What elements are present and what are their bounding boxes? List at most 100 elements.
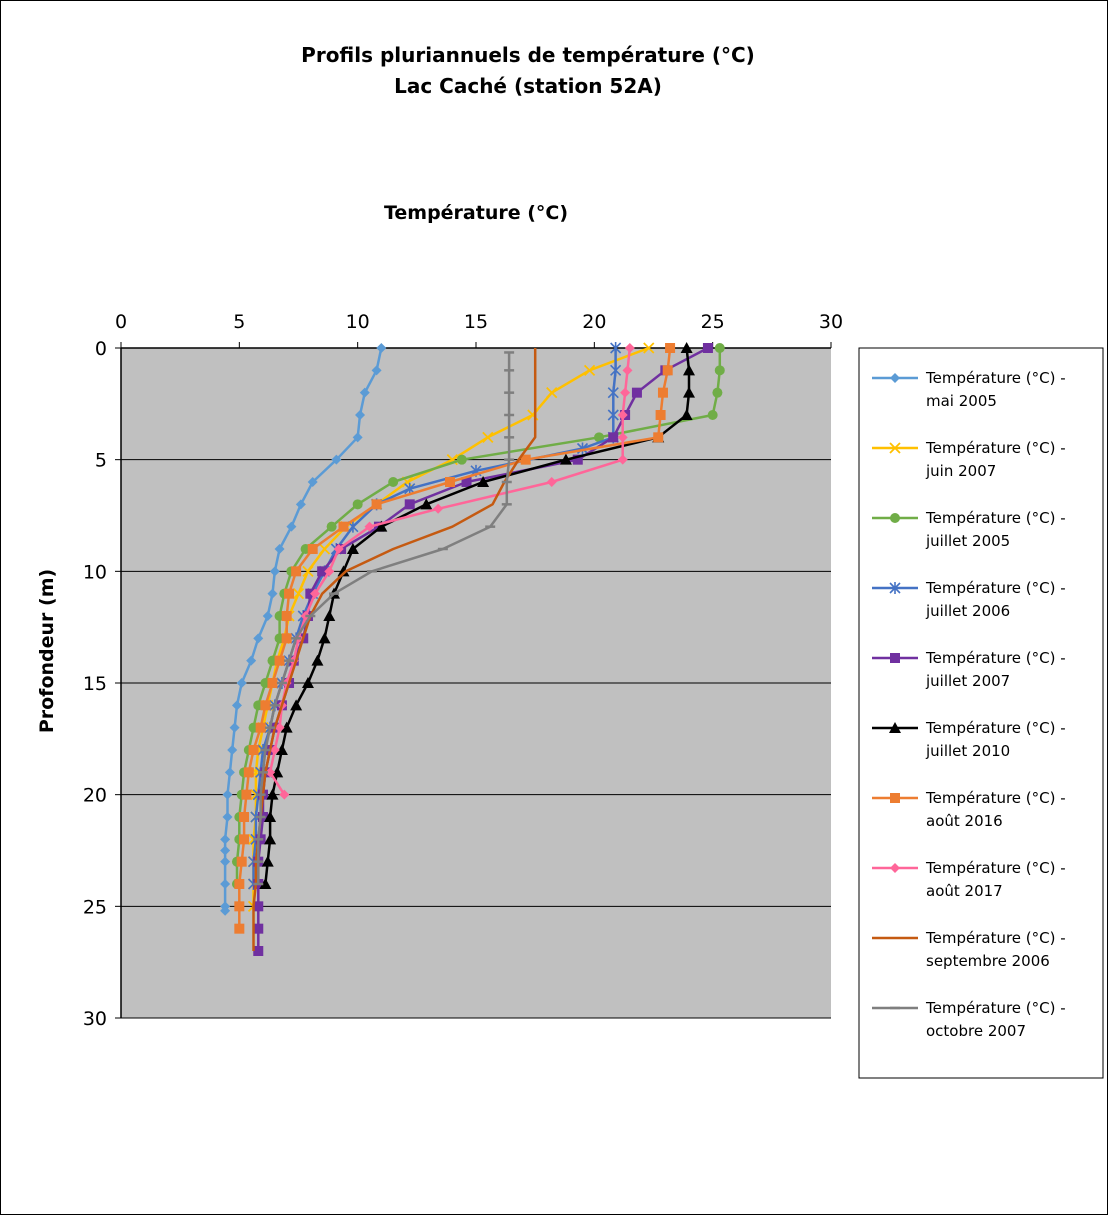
axis-layer: 0 5 10 15 20 25 30 0 5 10 15 20 25 30: [83, 311, 843, 1030]
data-point-s8-7: [546, 477, 557, 487]
data-point-s1-23: [220, 834, 231, 845]
data-point-s7-19: [248, 745, 259, 755]
data-point-s3-8: [352, 499, 363, 510]
legend-marker-6: [889, 722, 901, 733]
legend-label-10-line-1: Température (°C) -: [925, 999, 1066, 1017]
data-point-s6-10: [346, 543, 359, 554]
legend-label-10-line-2: octobre 2007: [926, 1022, 1026, 1040]
data-point-s2-12: [292, 588, 305, 600]
x-axis-title: Température (°C): [384, 202, 568, 224]
x-tick-label-0: 0: [115, 311, 127, 333]
data-point-s8-21: [279, 789, 290, 800]
data-point-s5-1: [702, 343, 713, 353]
data-point-s8-2: [622, 365, 633, 376]
data-point-s2-2: [583, 364, 596, 376]
data-point-s1-14: [253, 633, 264, 644]
data-point-s6-20: [271, 766, 284, 778]
data-point-s7-21: [241, 789, 252, 800]
data-point-s7-20: [243, 767, 254, 778]
data-point-s5-3: [631, 387, 642, 398]
legend-label-3-line-2: juillet 2005: [925, 532, 1010, 550]
data-point-s3-3: [712, 387, 723, 398]
legend-marker-2: [889, 442, 901, 454]
data-point-s1-2: [371, 365, 382, 376]
data-point-s4-2: [610, 364, 622, 377]
data-point-s1-28: [220, 905, 231, 916]
data-point-s6-24: [261, 855, 274, 867]
data-point-s1-24: [220, 845, 231, 856]
legend-marker-7: [890, 793, 900, 803]
data-point-s6-7: [477, 476, 490, 487]
series-10: [253, 351, 515, 886]
y-tick-label-0: 0: [95, 338, 107, 360]
data-point-s6-8: [420, 498, 433, 510]
data-point-s5-26: [253, 901, 264, 912]
data-point-s7-23: [239, 834, 250, 845]
grid-layer: [121, 459, 831, 1019]
data-point-s7-27: [234, 923, 245, 934]
y-tick-label-30: 30: [83, 1008, 107, 1030]
data-point-s6-1: [680, 342, 693, 353]
data-point-s8-3: [620, 387, 631, 398]
data-point-s4-4: [607, 409, 619, 421]
series-line-1: [223, 347, 383, 911]
data-point-s1-19: [227, 745, 238, 755]
data-point-s6-17: [290, 699, 303, 711]
y-tick-label-25: 25: [83, 896, 107, 918]
data-point-s2-10: [318, 543, 331, 555]
data-point-s5-27: [253, 923, 264, 934]
data-point-s3-7: [388, 477, 399, 487]
legend-label-4-line-1: Température (°C) -: [925, 579, 1066, 597]
data-point-s6-16: [301, 677, 314, 688]
data-point-s8-19: [269, 745, 280, 755]
series-7: [234, 343, 676, 934]
x-tick-label-5: 5: [233, 311, 245, 333]
data-point-s6-25: [259, 878, 272, 889]
data-point-s5-6: [572, 454, 583, 465]
data-point-s1-22: [222, 812, 233, 822]
data-point-s7-15: [274, 655, 285, 666]
data-point-s6-3: [683, 386, 695, 398]
data-point-s3-5: [594, 432, 605, 443]
data-point-s7-8: [371, 499, 382, 510]
y-tick-label-15: 15: [83, 673, 107, 695]
data-point-s2-5: [482, 431, 494, 443]
data-point-s7-13: [281, 611, 292, 621]
legend-label-8-line-1: Température (°C) -: [925, 859, 1066, 877]
data-point-s6-23: [264, 833, 277, 845]
data-point-s1-1: [376, 343, 387, 353]
data-point-s5-5: [608, 432, 619, 443]
data-point-s8-4: [617, 410, 628, 420]
legend-item-5: Température (°C) - juillet 2007: [872, 649, 1066, 690]
data-point-s3-6: [456, 454, 467, 465]
legend-label-5-line-2: juillet 2007: [925, 672, 1010, 690]
chart-title-line-1: Profils pluriannuels de température (°C): [301, 43, 755, 67]
data-point-s1-8: [295, 499, 306, 510]
data-point-s1-11: [269, 566, 280, 577]
data-point-s3-9: [326, 521, 337, 532]
data-point-s8-20: [265, 767, 276, 778]
x-tick-label-30: 30: [819, 311, 843, 333]
legend-item-3: Température (°C) - juillet 2005: [872, 509, 1066, 550]
data-point-s8-11: [324, 566, 335, 577]
y-tick-label-10: 10: [83, 561, 107, 583]
data-point-s7-3: [657, 387, 668, 398]
x-tick-label-15: 15: [464, 311, 488, 333]
data-point-s1-4: [355, 410, 366, 420]
data-point-s5-28: [253, 946, 264, 956]
data-point-s8-8: [433, 503, 444, 514]
data-point-s7-14: [281, 633, 292, 644]
data-point-s3-4: [707, 410, 718, 420]
data-point-s7-2: [662, 365, 673, 376]
data-point-s1-17: [231, 700, 242, 711]
legend-label-7-line-2: août 2016: [926, 812, 1003, 830]
data-point-s1-15: [246, 655, 257, 666]
legend-marker-5: [890, 653, 900, 663]
data-point-s3-2: [714, 365, 725, 376]
data-point-s7-18: [255, 722, 266, 733]
data-point-s2-3: [546, 387, 558, 399]
data-point-s7-24: [236, 856, 247, 867]
data-point-s1-13: [262, 611, 273, 621]
